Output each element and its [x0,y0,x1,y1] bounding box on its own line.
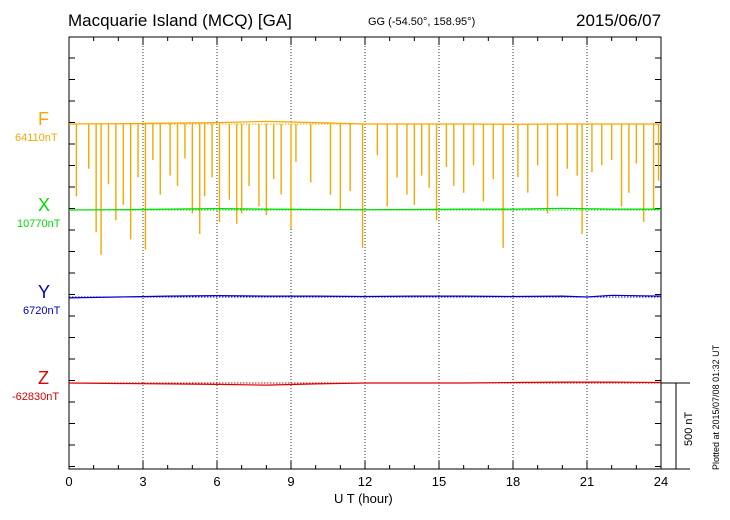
chart-date: 2015/06/07 [576,11,662,30]
x-tick-label: 24 [654,474,668,489]
y-series-line [68,294,662,299]
x-series-line [68,207,661,211]
chart-title: Macquarie Island (MCQ) [GA] [68,11,292,30]
x-tick-label: 9 [287,474,294,489]
x-tick-label: 0 [65,474,72,489]
z-component-letter: Z [38,368,49,388]
station-coordinates: GG (-54.50°, 158.95°) [368,16,476,28]
x-tick-label: 15 [432,474,446,489]
x-component-letter: X [38,195,51,215]
z-component-baseline: -62830nT [12,391,60,403]
x-tick-label: 3 [139,474,146,489]
y-component-baseline: 6720nT [23,305,61,317]
f-series-line [68,120,661,125]
x-tick-label: 21 [580,474,594,489]
f-component-baseline: 64110nT [15,132,58,144]
scale-bar-label: 500 nT [683,411,695,446]
f-component-letter: F [38,109,49,129]
x-axis-label: U T (hour) [334,491,393,506]
y-component-letter: Y [38,282,51,302]
z-series-line [68,381,662,386]
x-component-baseline: 10770nT [17,218,61,230]
x-tick-label: 12 [358,474,372,489]
plotted-timestamp: Plotted at 2015/07/08 01:32 UT [711,344,721,470]
x-tick-label: 18 [506,474,520,489]
x-tick-label: 6 [213,474,220,489]
